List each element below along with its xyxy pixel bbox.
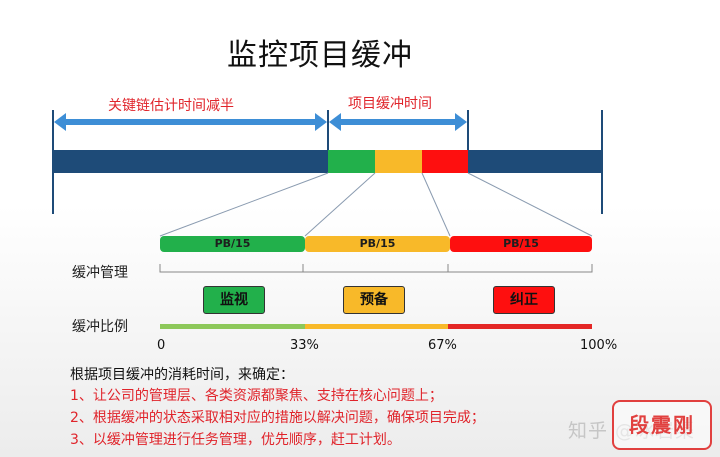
ratio-tick-67: 67% [428, 338, 457, 353]
buffer-yellow-block [375, 150, 422, 173]
timeline-bar [53, 150, 602, 173]
project-buffer-time-label: 项目缓冲时间 [348, 96, 432, 112]
zoom-connector-lines [159, 172, 593, 237]
prepare-action-box: 预备 [343, 286, 405, 314]
segment-bar-red: PB/15 [450, 236, 592, 252]
ratio-tick-33: 33% [290, 338, 319, 353]
ratio-tick-0: 0 [157, 338, 166, 353]
body-item-2: 2、根据缓冲的状态采取相对应的措施以解决问题，确保项目完成； [70, 410, 485, 426]
buffer-ratio-label: 缓冲比例 [72, 319, 128, 335]
bracket-correct [447, 264, 593, 273]
project-buffer-arrow [329, 113, 467, 131]
critical-chain-cut-label: 关键链估计时间减半 [108, 98, 234, 114]
buffer-green-block [328, 150, 375, 173]
body-item-1: 1、让公司的管理层、各类资源都聚焦、支持在核心问题上； [70, 388, 443, 404]
segment-bar-yellow: PB/15 [305, 236, 450, 252]
ratio-line-red [448, 324, 592, 329]
ratio-tick-100: 100% [580, 338, 618, 353]
critical-chain-arrow [54, 113, 327, 131]
monitor-action-box: 监视 [203, 286, 265, 314]
body-item-3: 3、以缓冲管理进行任务管理，优先顺序，赶工计划。 [70, 432, 401, 448]
body-intro: 根据项目缓冲的消耗时间，来确定： [70, 367, 294, 383]
bracket-monitor [159, 264, 304, 273]
buffer-management-label: 缓冲管理 [72, 265, 128, 281]
bracket-prepare [302, 264, 449, 273]
page-title: 监控项目缓冲 [227, 38, 413, 73]
buffer-red-block [422, 150, 468, 173]
ratio-line-yellow [305, 324, 448, 329]
segment-bar-green: PB/15 [160, 236, 305, 252]
correct-action-box: 纠正 [493, 286, 555, 314]
author-stamp: 段震刚 [612, 400, 712, 450]
ratio-line-green [160, 324, 305, 329]
